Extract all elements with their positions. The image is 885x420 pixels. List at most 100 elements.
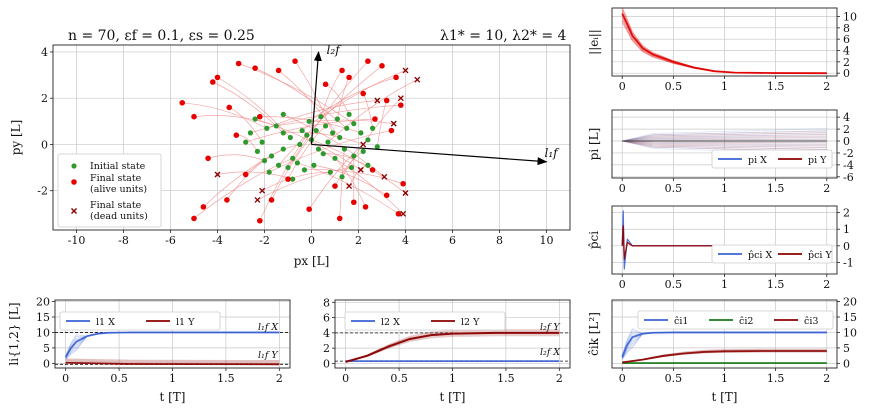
dead-point — [214, 171, 221, 178]
initial-point — [351, 153, 357, 159]
initial-point — [325, 139, 331, 145]
initial-point — [365, 137, 371, 143]
y-axis-label: pi [L] — [587, 128, 601, 161]
dead-mark-b — [259, 187, 266, 194]
legend-label: l1 X — [96, 317, 115, 328]
x-tick-label: 1.5 — [767, 372, 785, 385]
y-tick-label: -1 — [843, 256, 854, 269]
alive-point — [379, 63, 385, 69]
dead-mark-b — [400, 210, 407, 217]
y-tick-label: 10 — [843, 11, 857, 24]
y-tick-label: -6 — [843, 171, 854, 184]
error-mean — [621, 13, 827, 75]
trajectory — [226, 155, 272, 201]
x-tick-label: 2 — [355, 234, 362, 247]
legend-initial-label: Initial state — [90, 161, 146, 172]
position-y-trace — [622, 133, 827, 142]
trajectory — [182, 102, 268, 129]
alive-point — [242, 171, 249, 178]
l1y-trace — [65, 360, 280, 363]
y-axis-label: p̂ci — [587, 231, 601, 249]
x-tick-label: 2 — [823, 372, 830, 385]
dead-point — [254, 196, 261, 203]
alive-point — [179, 100, 186, 106]
initial-point — [299, 127, 305, 134]
x-tick-label: 2 — [276, 372, 283, 385]
x-tick-label: 1 — [721, 182, 728, 195]
initial-point — [273, 123, 279, 129]
alive-point — [233, 132, 240, 138]
dead-mark-b — [402, 67, 409, 74]
ref-label: l₂f Y — [540, 322, 561, 333]
alive-point — [360, 90, 367, 97]
x-tick-label: 1 — [721, 80, 728, 93]
x-tick-label: 1 — [449, 372, 456, 385]
initial-point — [358, 130, 364, 136]
x-tick-label: 0 — [619, 278, 626, 291]
initial-point — [297, 141, 303, 148]
position-y-trace — [622, 135, 827, 142]
initial-point — [243, 139, 249, 145]
x-tick-label: 1.5 — [767, 182, 785, 195]
y-tick-label: 10 — [843, 326, 857, 339]
alive-point — [346, 74, 352, 81]
legend-label: p̂ci X — [748, 250, 772, 261]
initial-point — [276, 162, 282, 168]
alive-point — [351, 199, 357, 206]
dead-point — [397, 95, 404, 102]
alive-point — [210, 79, 216, 85]
y-tick-label: 4 — [323, 327, 330, 340]
y-tick-label: 0 — [843, 357, 850, 370]
centroid-y — [621, 225, 827, 260]
y-tick-label: 0 — [41, 138, 48, 151]
trajectory — [193, 157, 293, 219]
x-tick-label: 0.5 — [390, 372, 408, 385]
x-tick-label: -6 — [165, 234, 176, 247]
trajectory — [313, 164, 387, 196]
x-axis-label: t [T] — [711, 390, 737, 404]
initial-point — [360, 148, 366, 154]
trajectory — [334, 158, 366, 208]
legend-label: pi X — [748, 155, 767, 166]
x-tick-label: 1 — [721, 372, 728, 385]
x-axis-label: t [T] — [159, 390, 185, 404]
x-tick-label: 4 — [402, 234, 409, 247]
dead-point — [402, 67, 409, 74]
trajectory — [325, 83, 350, 115]
y-tick-label: 0 — [843, 240, 850, 253]
dead-mark-b — [397, 95, 404, 102]
initial-point — [280, 111, 286, 117]
legend-alive-label-1: Final state — [90, 173, 142, 184]
basis-arrow — [311, 143, 548, 166]
initial-point — [294, 160, 300, 166]
alive-point — [336, 215, 343, 222]
legend-label: l1 Y — [176, 317, 195, 328]
initial-point — [280, 130, 286, 136]
y-tick-label: 0 — [43, 357, 50, 370]
position-x-trace — [622, 136, 827, 142]
trajectory — [259, 134, 308, 221]
alive-point — [383, 192, 390, 199]
dead-point — [360, 141, 367, 148]
dead-mark-b — [214, 171, 221, 178]
dead-point — [374, 97, 381, 104]
legend-dead-label-2: (dead units) — [90, 211, 148, 222]
alive-point — [398, 102, 404, 108]
legend-dead-label-1: Final state — [90, 200, 142, 211]
y-tick-label: 15 — [36, 311, 50, 324]
initial-point — [290, 155, 296, 161]
x-tick-label: 0 — [342, 372, 349, 385]
legend-label: ĉi3 — [804, 316, 818, 327]
x-tick-label: -8 — [118, 234, 129, 247]
position-y-trace — [622, 130, 827, 142]
dead-point — [259, 187, 266, 194]
legend-box — [57, 153, 162, 228]
alive-point — [362, 204, 369, 210]
ref-label: l₂f X — [540, 347, 561, 358]
centroid-panel: 0 0.5 1 1.5 2 -1 0 1 2 p̂ci X p̂ci Y p̂ci — [587, 205, 854, 291]
legend-box — [711, 244, 833, 264]
initial-point — [374, 144, 380, 150]
trajectory — [327, 79, 418, 143]
